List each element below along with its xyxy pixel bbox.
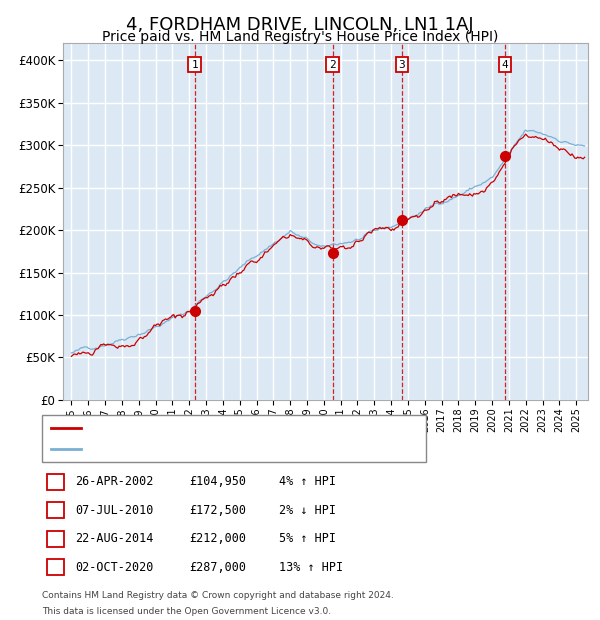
Text: HPI: Average price, detached house, Lincoln: HPI: Average price, detached house, Linc… [87,443,347,455]
Text: £212,000: £212,000 [189,533,246,545]
Text: Price paid vs. HM Land Registry's House Price Index (HPI): Price paid vs. HM Land Registry's House … [102,30,498,44]
Text: 26-APR-2002: 26-APR-2002 [75,476,154,488]
Text: This data is licensed under the Open Government Licence v3.0.: This data is licensed under the Open Gov… [42,607,331,616]
Text: Contains HM Land Registry data © Crown copyright and database right 2024.: Contains HM Land Registry data © Crown c… [42,591,394,601]
Text: 2% ↓ HPI: 2% ↓ HPI [279,504,336,516]
Text: 2: 2 [329,60,336,69]
Text: £172,500: £172,500 [189,504,246,516]
Text: 4, FORDHAM DRIVE, LINCOLN, LN1 1AJ (detached house): 4, FORDHAM DRIVE, LINCOLN, LN1 1AJ (deta… [87,422,421,435]
Text: 4, FORDHAM DRIVE, LINCOLN, LN1 1AJ: 4, FORDHAM DRIVE, LINCOLN, LN1 1AJ [126,16,474,33]
Text: 1: 1 [52,476,59,488]
Text: 4% ↑ HPI: 4% ↑ HPI [279,476,336,488]
Text: 3: 3 [52,533,59,545]
Text: 02-OCT-2020: 02-OCT-2020 [75,561,154,574]
Text: 2: 2 [52,504,59,516]
Text: 4: 4 [502,60,508,69]
Text: 5% ↑ HPI: 5% ↑ HPI [279,533,336,545]
Text: 13% ↑ HPI: 13% ↑ HPI [279,561,343,574]
Text: 3: 3 [398,60,405,69]
Text: 1: 1 [191,60,198,69]
Text: 07-JUL-2010: 07-JUL-2010 [75,504,154,516]
Text: £287,000: £287,000 [189,561,246,574]
Text: 22-AUG-2014: 22-AUG-2014 [75,533,154,545]
Text: £104,950: £104,950 [189,476,246,488]
Text: 4: 4 [52,561,59,574]
